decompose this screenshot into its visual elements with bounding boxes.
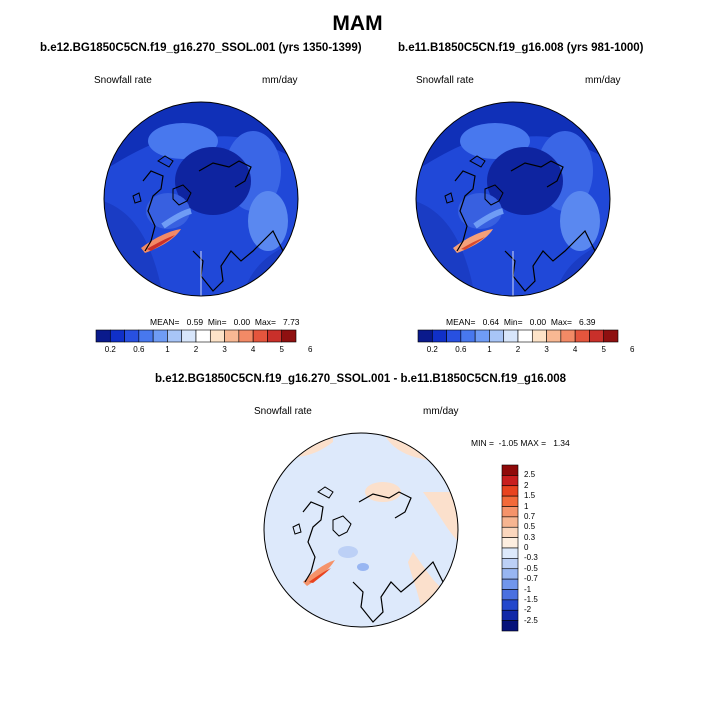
panel-1-colorbar-box [238, 329, 254, 343]
panel-2-colorbar-label: 1 [487, 345, 492, 354]
panel-2-colorbar-label: 0.2 [426, 345, 438, 354]
difference-colorbar-box [501, 620, 519, 632]
panel-1-colorbar-label: 0.6 [133, 345, 145, 354]
difference-colorbar-label: 1.5 [524, 491, 536, 501]
panel-1-colorbar-box [95, 329, 111, 343]
panel-1-colorbar-box [124, 329, 140, 343]
difference-title: b.e12.BG1850C5CN.f19_g16.270_SSOL.001 - … [155, 373, 567, 385]
panel-2-colorbar-box [531, 329, 547, 343]
difference-variable: Snowfall rate [254, 406, 312, 417]
difference-colorbar-label: 2.5 [524, 470, 536, 480]
panel-1-colorbar-box [209, 329, 225, 343]
panel-2-variable: Snowfall rate [416, 75, 474, 86]
panel-1-colorbar-box [138, 329, 154, 343]
difference-colorbar-label: 0 [524, 543, 529, 552]
difference-colorbar-box [501, 516, 519, 528]
panel-1-colorbar-box [267, 329, 283, 343]
panel-1-colorbar-label: 1 [165, 345, 170, 354]
panel-1-colorbar-label: 4 [250, 345, 256, 354]
panel-1-colorbar-box [195, 329, 211, 343]
panel-1-colorbar-label: 2 [193, 345, 199, 354]
difference-colorbar-label: -0.7 [524, 574, 538, 584]
panel-2-colorbar-label: 5 [601, 345, 606, 354]
difference-colorbar-box [501, 568, 519, 580]
panel-2-colorbar-label: 3 [544, 345, 549, 354]
panel-1-colorbar-label: 5 [279, 345, 284, 354]
difference-minmax: MIN = -1.05 MAX = 1.34 [471, 438, 570, 448]
panel-2-colorbar-box [560, 329, 576, 343]
panel-2-stats: MEAN= 0.64 Min= 0.00 Max= 6.39 [446, 317, 596, 327]
panel-1-colorbar-box [167, 329, 183, 343]
panel-2-colorbar-label: 4 [572, 345, 578, 354]
difference-colorbar-label: 1 [524, 501, 529, 511]
panel-2-title: b.e11.B1850C5CN.f19_g16.008 (yrs 981-100… [398, 42, 644, 54]
difference-colorbar-box [501, 506, 519, 518]
difference-colorbar-box [501, 558, 519, 570]
difference-colorbar-label: 0.7 [524, 511, 536, 521]
panel-2-colorbar-box [431, 329, 447, 343]
difference-map [263, 432, 459, 628]
panel-2-colorbar-box [546, 329, 562, 343]
panel-2-colorbar-box [446, 329, 462, 343]
difference-colorbar-box [501, 495, 519, 507]
panel-1-colorbar-label: 0.2 [104, 345, 116, 354]
difference-units: mm/day [423, 406, 459, 417]
panel-1-colorbar-box [181, 329, 197, 343]
difference-colorbar-label: -0.3 [524, 553, 538, 563]
panel-2-colorbar-box [417, 329, 433, 343]
panel-1-units: mm/day [262, 75, 298, 86]
difference-colorbar-box [501, 547, 519, 559]
difference-colorbar-labels: 2.5 2 1.5 1 0.7 0.5 0.3 0 -0.3 -0.5 -0.7 -1 -1.5 -2 -2… [521, 465, 561, 631]
difference-colorbar-box [501, 578, 519, 590]
difference-colorbar-label: -1.5 [524, 594, 538, 604]
panel-2-colorbar-box [589, 329, 605, 343]
panel-2-map [415, 101, 611, 297]
panel-2-colorbar-box [474, 329, 490, 343]
panel-2-colorbar-box [517, 329, 533, 343]
panel-1-map [103, 101, 299, 297]
difference-colorbar-label: 2 [524, 480, 529, 490]
panel-1-colorbar-label: 3 [222, 345, 227, 354]
panel-2-colorbar-box [603, 329, 619, 343]
panel-2-colorbar-label: 0.6 [455, 345, 467, 354]
difference-colorbar-box [501, 526, 519, 538]
figure-title: MAM [332, 12, 383, 35]
difference-colorbar-box [501, 537, 519, 549]
panel-1-colorbar-box [152, 329, 168, 343]
panel-2-units: mm/day [585, 75, 621, 86]
difference-colorbar-label: 0.5 [524, 522, 536, 532]
panel-1-variable: Snowfall rate [94, 75, 152, 86]
difference-colorbar-box [501, 599, 519, 611]
panel-1-colorbar-labels: 0.2 0.6 1 2 3 4 5 6 [96, 345, 313, 357]
difference-colorbar-box [501, 475, 519, 487]
panel-1-colorbar-box [224, 329, 240, 343]
panel-2-colorbar-label: 6 [630, 345, 635, 354]
difference-colorbar-box [501, 464, 519, 476]
panel-2-colorbar-labels: 0.2 0.6 1 2 3 4 5 6 [418, 345, 635, 357]
panel-1-title: b.e12.BG1850C5CN.f19_g16.270_SSOL.001 (y… [40, 42, 362, 54]
difference-colorbar-box [501, 589, 519, 601]
difference-colorbar-label: 0.3 [524, 532, 536, 542]
panel-2-colorbar-box [503, 329, 519, 343]
difference-colorbar-label: -2 [524, 605, 532, 615]
panel-2-colorbar-label: 2 [515, 345, 521, 354]
difference-colorbar [501, 464, 519, 632]
difference-colorbar-box [501, 485, 519, 497]
difference-colorbar-label: -2.5 [524, 615, 538, 625]
difference-colorbar-label: -0.5 [524, 563, 538, 573]
panel-1-colorbar-label: 6 [308, 345, 313, 354]
difference-colorbar-label: -1 [524, 584, 532, 594]
difference-colorbar-box [501, 609, 519, 621]
panel-1-colorbar-box [109, 329, 125, 343]
panel-2-colorbar-box [489, 329, 505, 343]
panel-1-colorbar-box [281, 329, 297, 343]
panel-1-colorbar [95, 329, 297, 343]
panel-2-colorbar-box [460, 329, 476, 343]
panel-2-colorbar-box [574, 329, 590, 343]
panel-1-stats: MEAN= 0.59 Min= 0.00 Max= 7.73 [150, 317, 300, 327]
panel-2-colorbar [417, 329, 619, 343]
panel-1-colorbar-box [252, 329, 268, 343]
